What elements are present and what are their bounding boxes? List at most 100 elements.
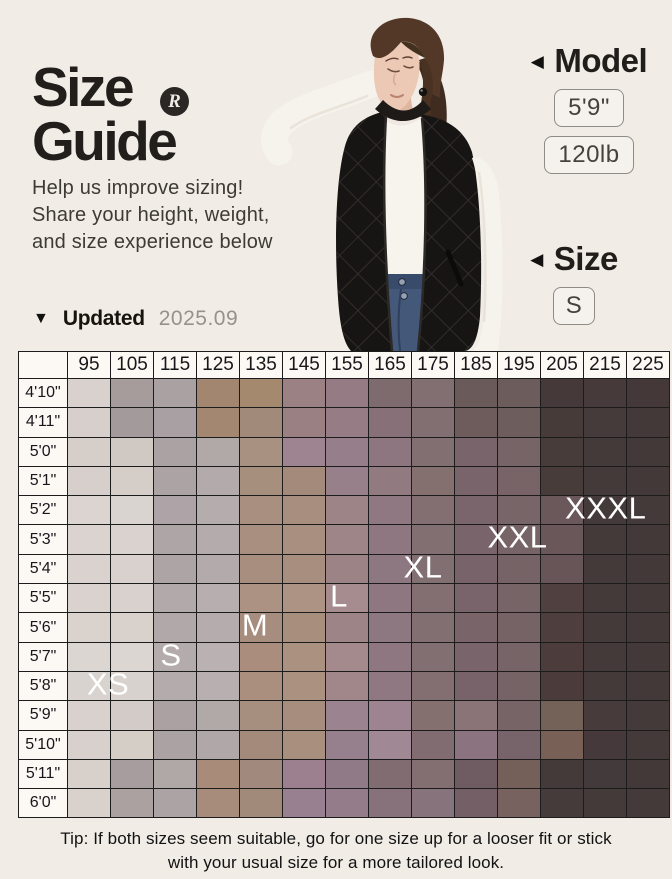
height-row: 5'4"	[18, 553, 670, 585]
grid-cell	[325, 524, 369, 555]
height-row: 5'10"	[18, 729, 670, 760]
grid-cell	[282, 377, 326, 409]
grid-cell	[368, 465, 412, 497]
grid-cell	[368, 641, 412, 672]
grid-cell	[626, 377, 670, 409]
grid-cell	[153, 583, 197, 614]
grid-cell	[325, 465, 369, 497]
grid-cell	[239, 700, 283, 731]
grid-cell	[196, 407, 240, 438]
grid-cell	[67, 788, 111, 819]
grid-cell	[196, 377, 240, 409]
hair-top	[370, 17, 445, 98]
height-label-cell: 4'10"	[18, 377, 68, 409]
grid-cell	[282, 553, 326, 585]
height-row: 5'6"	[18, 612, 670, 643]
grid-cell	[497, 641, 541, 672]
grid-cell	[153, 407, 197, 438]
grid-cell	[454, 495, 498, 526]
grid-cell	[497, 524, 541, 555]
grid-cell	[454, 553, 498, 585]
grid-cell	[583, 465, 627, 497]
grid-cell	[196, 641, 240, 672]
grid-cell	[239, 788, 283, 819]
grid-cell	[497, 700, 541, 731]
height-row: 5'3"	[18, 524, 670, 555]
grid-cell	[411, 700, 455, 731]
grid-cell	[239, 495, 283, 526]
grid-cell	[626, 758, 670, 790]
grid-cell	[325, 612, 369, 643]
grid-cell	[540, 465, 584, 497]
page-title: Size Guide	[32, 60, 178, 169]
grid-cell	[153, 729, 197, 760]
weight-header-cell: 95	[67, 351, 111, 379]
grid-cell	[196, 495, 240, 526]
grid-cell	[196, 465, 240, 497]
right-side-sleeve	[472, 157, 503, 351]
tip-text: Tip: If both sizes seem suitable, go for…	[0, 827, 672, 875]
grid-cell	[67, 377, 111, 409]
grid-cell	[540, 612, 584, 643]
grid-cell	[454, 583, 498, 614]
height-row: 4'10"	[18, 377, 670, 409]
brand-logo-icon: R	[160, 87, 189, 116]
weight-header-cell: 175	[411, 351, 455, 379]
grid-cell	[325, 788, 369, 819]
sleeve-shading	[289, 94, 369, 130]
grid-cell	[626, 436, 670, 467]
grid-cell	[583, 700, 627, 731]
tip-line: Tip: If both sizes seem suitable, go for…	[60, 829, 612, 848]
grid-cell	[110, 495, 154, 526]
grid-cell	[325, 700, 369, 731]
weight-header-cell: 215	[583, 351, 627, 379]
height-label-cell: 5'0"	[18, 436, 68, 467]
grid-cell	[626, 612, 670, 643]
grid-cell	[540, 553, 584, 585]
grid-cell	[368, 407, 412, 438]
grid-cell	[282, 758, 326, 790]
updated-label: Updated	[62, 307, 145, 330]
grid-cell	[626, 788, 670, 819]
grid-cell	[239, 612, 283, 643]
grid-cell	[67, 758, 111, 790]
grid-cell	[368, 583, 412, 614]
grid-cell	[110, 553, 154, 585]
grid-cell	[411, 436, 455, 467]
grid-cell	[67, 729, 111, 760]
grid-cell	[153, 641, 197, 672]
model-heading-label: Model	[554, 42, 648, 79]
height-label-cell: 5'9"	[18, 700, 68, 731]
grid-cell	[583, 583, 627, 614]
grid-cell	[411, 641, 455, 672]
height-row: 5'1"	[18, 465, 670, 497]
grid-cell	[497, 758, 541, 790]
grid-cell	[540, 377, 584, 409]
grid-cell	[497, 729, 541, 760]
weight-header-cell: 125	[196, 351, 240, 379]
height-row: 5'9"	[18, 700, 670, 731]
nose	[392, 73, 397, 86]
grid-cell	[239, 583, 283, 614]
updated-date: 2025.09	[158, 307, 239, 330]
grid-cell	[325, 758, 369, 790]
grid-cell	[67, 583, 111, 614]
grid-cell	[540, 700, 584, 731]
grid-cell	[497, 670, 541, 702]
grid-cell	[626, 700, 670, 731]
grid-cell	[196, 524, 240, 555]
grid-cell	[67, 641, 111, 672]
grid-cell	[368, 788, 412, 819]
grid-cell	[239, 670, 283, 702]
height-label-cell: 4'11"	[18, 407, 68, 438]
grid-cell	[110, 524, 154, 555]
corner-cell	[18, 351, 68, 379]
grid-cell	[67, 436, 111, 467]
grid-cell	[368, 612, 412, 643]
grid-cell	[282, 583, 326, 614]
grid-cell	[454, 377, 498, 409]
grid-cell	[282, 670, 326, 702]
grid-cell	[153, 612, 197, 643]
grid-cell	[239, 729, 283, 760]
grid-cell	[110, 641, 154, 672]
